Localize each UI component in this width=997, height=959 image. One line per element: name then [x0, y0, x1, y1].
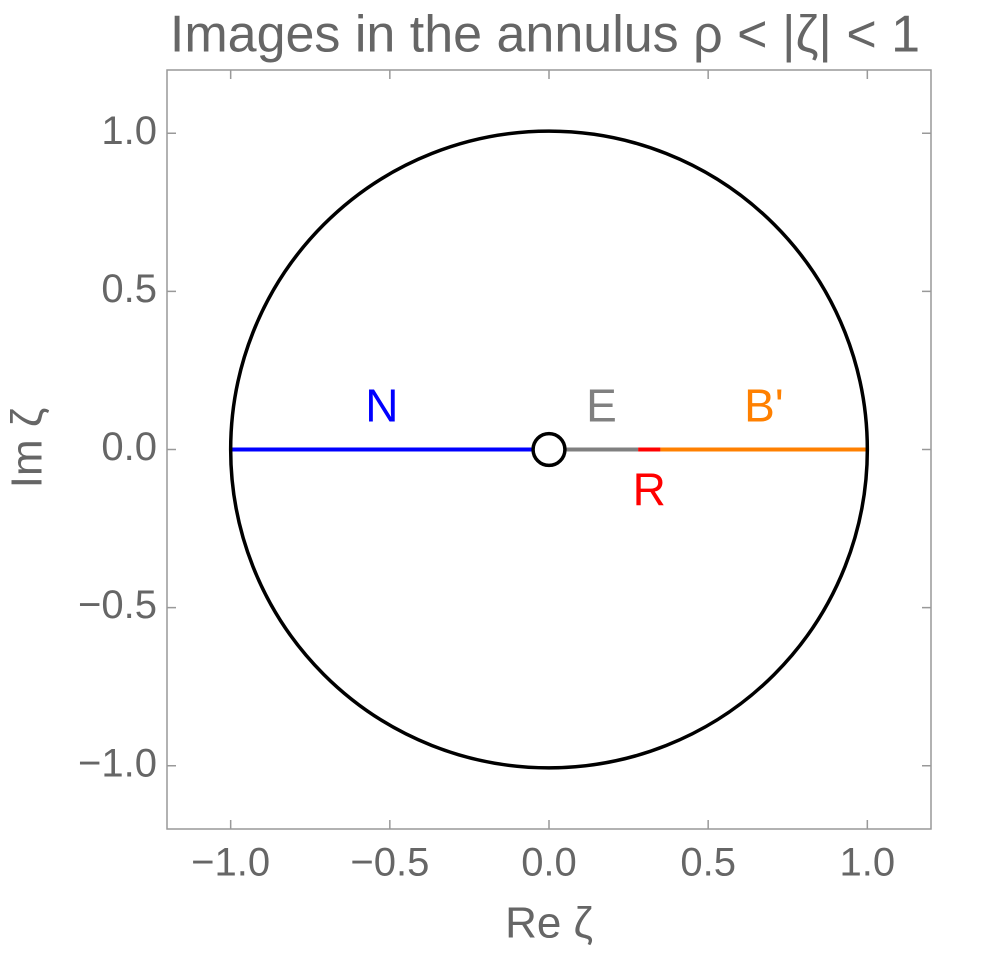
x-tick-label: 0.0 [521, 841, 577, 885]
circle [531, 431, 567, 468]
y-tick-label: −1.0 [78, 741, 157, 785]
x-tick-label: 1.0 [840, 841, 896, 885]
x-tick-label: −1.0 [191, 841, 270, 885]
y-tick-label: 1.0 [101, 109, 157, 153]
x-tick-label: 0.5 [680, 841, 736, 885]
y-tick-label: −0.5 [78, 583, 157, 627]
segment-label: E [586, 380, 617, 432]
segment-label: R [633, 464, 666, 516]
segment-label: B' [744, 380, 783, 432]
segment-label: N [365, 380, 398, 432]
y-axis-label: Im ζ [3, 408, 52, 489]
chart-title: Images in the annulus ρ < |ζ| < 1 [170, 6, 920, 64]
y-tick-label: 0.5 [101, 267, 157, 311]
x-axis-label: Re ζ [505, 899, 593, 948]
x-tick-label: −0.5 [350, 841, 429, 885]
circle [228, 129, 870, 770]
y-tick-label: 0.0 [101, 425, 157, 469]
